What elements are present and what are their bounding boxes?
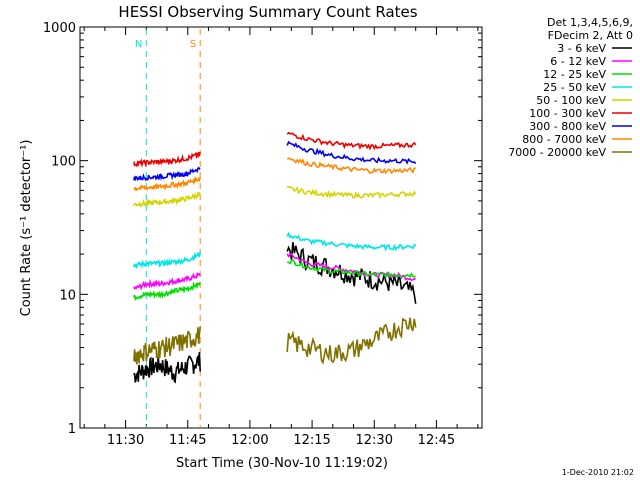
footer-date: 1-Dec-2010 21:02 [562,468,634,477]
legend-label: 50 - 100 keV [536,94,606,107]
legend-label: 7000 - 20000 keV [508,146,606,159]
legend-label: 100 - 300 keV [529,107,606,120]
legend-label: 12 - 25 keV [543,68,606,81]
plot-frame [79,26,483,429]
y-axis-label: Count Rate (s⁻¹ detector⁻¹) [19,140,34,317]
legend-label: 25 - 50 keV [543,81,606,94]
series-trace-7 [133,176,201,192]
series-trace-1 [286,252,416,282]
series-trace-4 [286,185,417,200]
plot-area: 1 10 100 1000 11:30 11:45 12:00 12:15 12:30 12:45… [43,21,632,448]
series-trace-6 [133,166,201,182]
y-tick-label: 10 [59,288,76,303]
legend-label: 6 - 12 keV [550,55,606,68]
x-tick-label: 12:00 [231,433,268,448]
series-trace-6 [286,140,417,165]
x-tick-label: 11:30 [107,433,144,448]
y-tick-label: 100 [51,155,76,170]
series-trace-7 [286,157,416,175]
series-trace-2 [287,259,416,279]
marker-label-s: S [190,39,196,50]
legend-label: 3 - 6 keV [557,42,606,55]
y-tick-label: 1000 [43,21,76,36]
legend-label: 800 - 7000 keV [522,133,606,146]
series-trace-0 [133,352,201,384]
y-tick-label: 1 [68,422,76,437]
x-axis-label: Start Time (30-Nov-10 11:19:02) [176,456,388,471]
series-trace-5 [133,151,201,168]
series-trace-4 [133,191,201,208]
legend-header-line-1: Det 1,3,4,5,6,9, [547,16,633,29]
legend-header-line-2: FDecim 2, Att 0 [548,29,633,42]
legend-label: 300 - 800 keV [529,120,606,133]
x-tick-label: 12:30 [356,433,393,448]
x-tick-label: 11:45 [169,433,206,448]
series-trace-5 [286,131,417,151]
series-trace-1 [133,271,201,291]
x-tick-label: 12:45 [418,433,455,448]
series-trace-3 [133,251,201,270]
x-tick-label: 12:15 [293,433,330,448]
series-trace-8 [133,326,201,365]
series-trace-2 [133,281,201,302]
series-trace-3 [286,231,417,252]
marker-label-n: N [135,39,142,50]
series-trace-8 [286,317,417,365]
chart-title: HESSI Observing Summary Count Rates [118,3,417,21]
